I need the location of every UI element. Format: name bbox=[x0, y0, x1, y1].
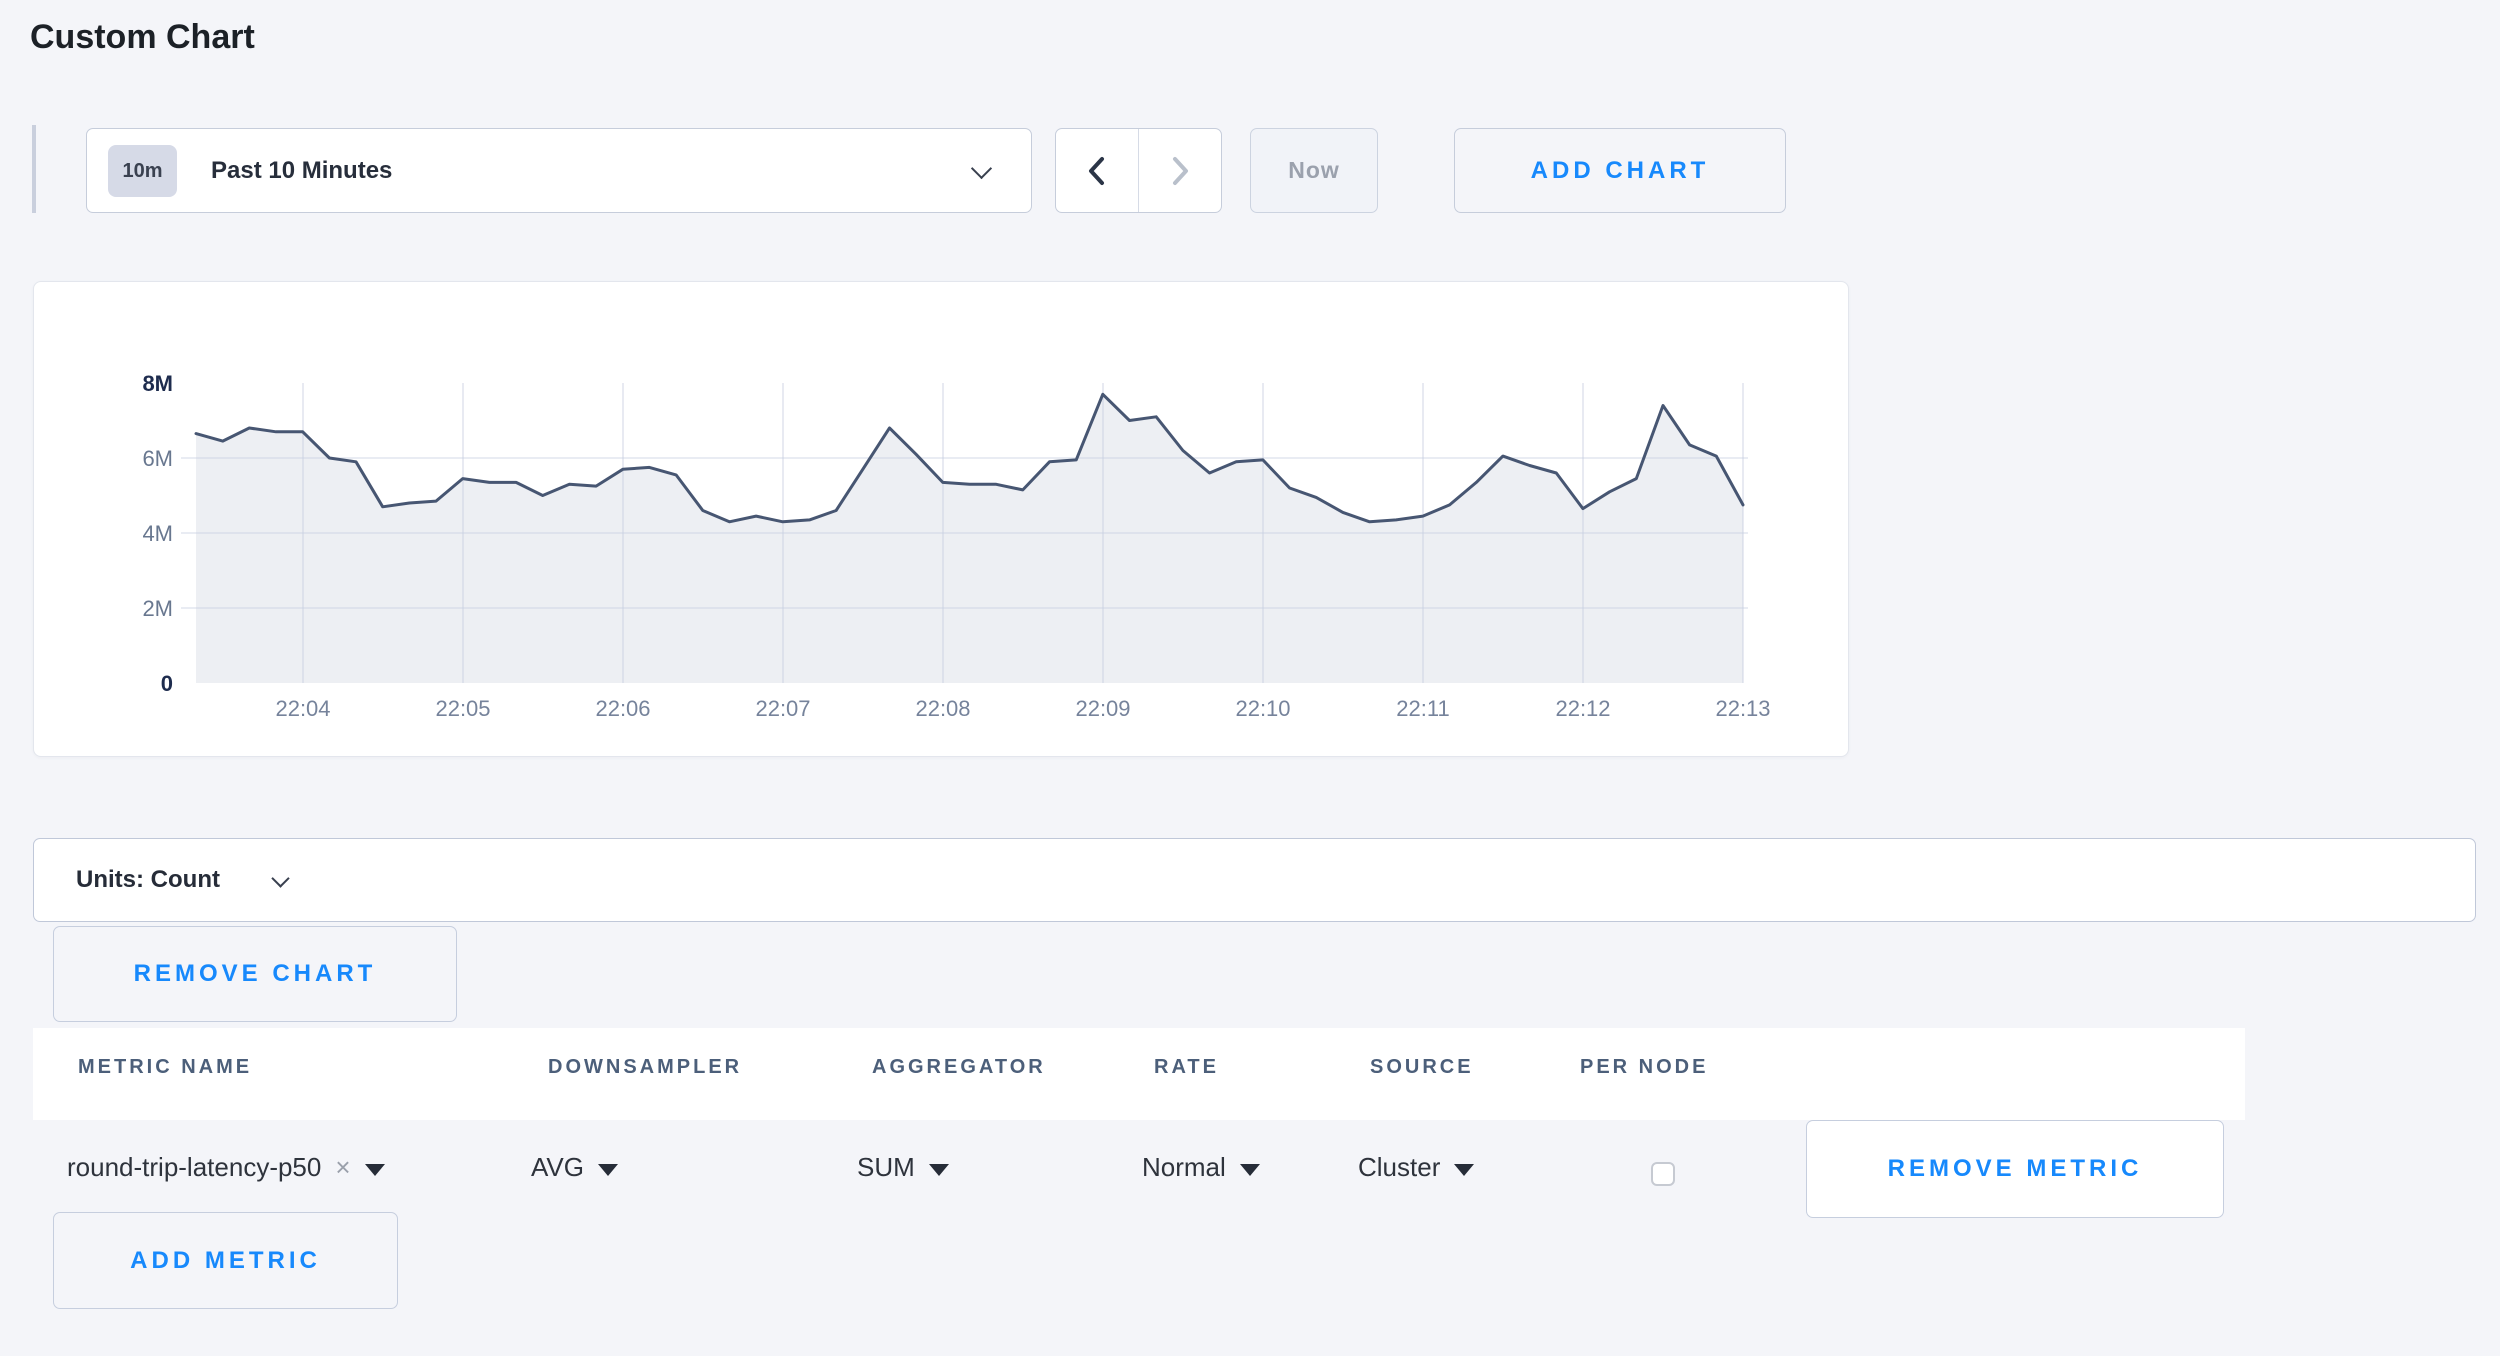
remove-metric-button[interactable]: REMOVE METRIC bbox=[1806, 1120, 2224, 1218]
next-time-button[interactable] bbox=[1139, 129, 1221, 212]
aggregator-value: SUM bbox=[857, 1152, 915, 1182]
header-rate: RATE bbox=[1154, 1056, 1219, 1078]
dropdown-caret-icon bbox=[364, 1163, 385, 1176]
time-nav-group bbox=[1055, 128, 1222, 213]
dropdown-caret-icon bbox=[597, 1163, 618, 1176]
dropdown-caret-icon bbox=[1454, 1163, 1475, 1176]
units-dropdown-label: Units: Count bbox=[76, 866, 220, 893]
chevron-down-icon bbox=[970, 157, 993, 180]
prev-time-button[interactable] bbox=[1056, 129, 1139, 212]
svg-text:22:09: 22:09 bbox=[1075, 696, 1130, 721]
svg-text:22:05: 22:05 bbox=[435, 696, 490, 721]
header-source: SOURCE bbox=[1370, 1056, 1474, 1078]
metrics-table-header bbox=[33, 1028, 2245, 1120]
metric-name-dropdown[interactable]: round-trip-latency-p50 × bbox=[67, 1152, 385, 1183]
svg-text:22:13: 22:13 bbox=[1715, 696, 1770, 721]
svg-text:6M: 6M bbox=[142, 446, 173, 471]
svg-text:22:07: 22:07 bbox=[755, 696, 810, 721]
chart-card: 22:04 22:05 22:06 22:07 22:08 22:09 22:10 22:11… bbox=[33, 281, 1849, 757]
svg-text:22:11: 22:11 bbox=[1396, 696, 1449, 721]
chevron-right-icon bbox=[1173, 156, 1188, 185]
aggregator-dropdown[interactable]: SUM bbox=[857, 1152, 949, 1183]
svg-text:2M: 2M bbox=[142, 596, 173, 621]
units-dropdown[interactable]: Units: Count bbox=[33, 838, 2476, 922]
header-aggregator: AGGREGATOR bbox=[872, 1056, 1046, 1078]
svg-text:22:08: 22:08 bbox=[915, 696, 970, 721]
svg-text:22:06: 22:06 bbox=[595, 696, 650, 721]
per-node-checkbox[interactable] bbox=[1651, 1162, 1675, 1186]
page-title: Custom Chart bbox=[30, 18, 255, 56]
header-downsampler: DOWNSAMPLER bbox=[548, 1056, 743, 1078]
metric-name-value: round-trip-latency-p50 bbox=[67, 1152, 322, 1182]
clear-metric-icon[interactable]: × bbox=[335, 1152, 351, 1182]
chevron-left-icon bbox=[1089, 156, 1104, 185]
time-range-label: Past 10 Minutes bbox=[211, 157, 393, 184]
downsampler-value: AVG bbox=[531, 1152, 584, 1182]
downsampler-dropdown[interactable]: AVG bbox=[531, 1152, 618, 1183]
svg-text:0: 0 bbox=[161, 671, 173, 696]
time-range-dropdown[interactable]: 10m Past 10 Minutes bbox=[86, 128, 1032, 213]
rate-value: Normal bbox=[1142, 1152, 1226, 1182]
header-metric-name: METRIC NAME bbox=[78, 1056, 253, 1078]
dropdown-caret-icon bbox=[1239, 1163, 1260, 1176]
chevron-down-icon bbox=[271, 869, 290, 888]
remove-chart-button[interactable]: REMOVE CHART bbox=[53, 926, 457, 1022]
now-button[interactable]: Now bbox=[1250, 128, 1378, 213]
svg-text:8M: 8M bbox=[142, 371, 173, 396]
rate-dropdown[interactable]: Normal bbox=[1142, 1152, 1260, 1183]
svg-text:22:12: 22:12 bbox=[1555, 696, 1610, 721]
header-per-node: PER NODE bbox=[1580, 1056, 1709, 1078]
svg-text:4M: 4M bbox=[142, 521, 173, 546]
add-metric-button[interactable]: ADD METRIC bbox=[53, 1212, 398, 1309]
toolbar-divider bbox=[32, 125, 36, 213]
source-value: Cluster bbox=[1358, 1152, 1441, 1182]
time-range-badge: 10m bbox=[108, 145, 177, 197]
dropdown-caret-icon bbox=[928, 1163, 949, 1176]
svg-text:22:10: 22:10 bbox=[1235, 696, 1290, 721]
add-chart-button[interactable]: ADD CHART bbox=[1454, 128, 1786, 213]
custom-chart-canvas[interactable]: 22:04 22:05 22:06 22:07 22:08 22:09 22:10 22:11… bbox=[34, 282, 1850, 758]
svg-text:22:04: 22:04 bbox=[275, 696, 330, 721]
source-dropdown[interactable]: Cluster bbox=[1358, 1152, 1475, 1183]
